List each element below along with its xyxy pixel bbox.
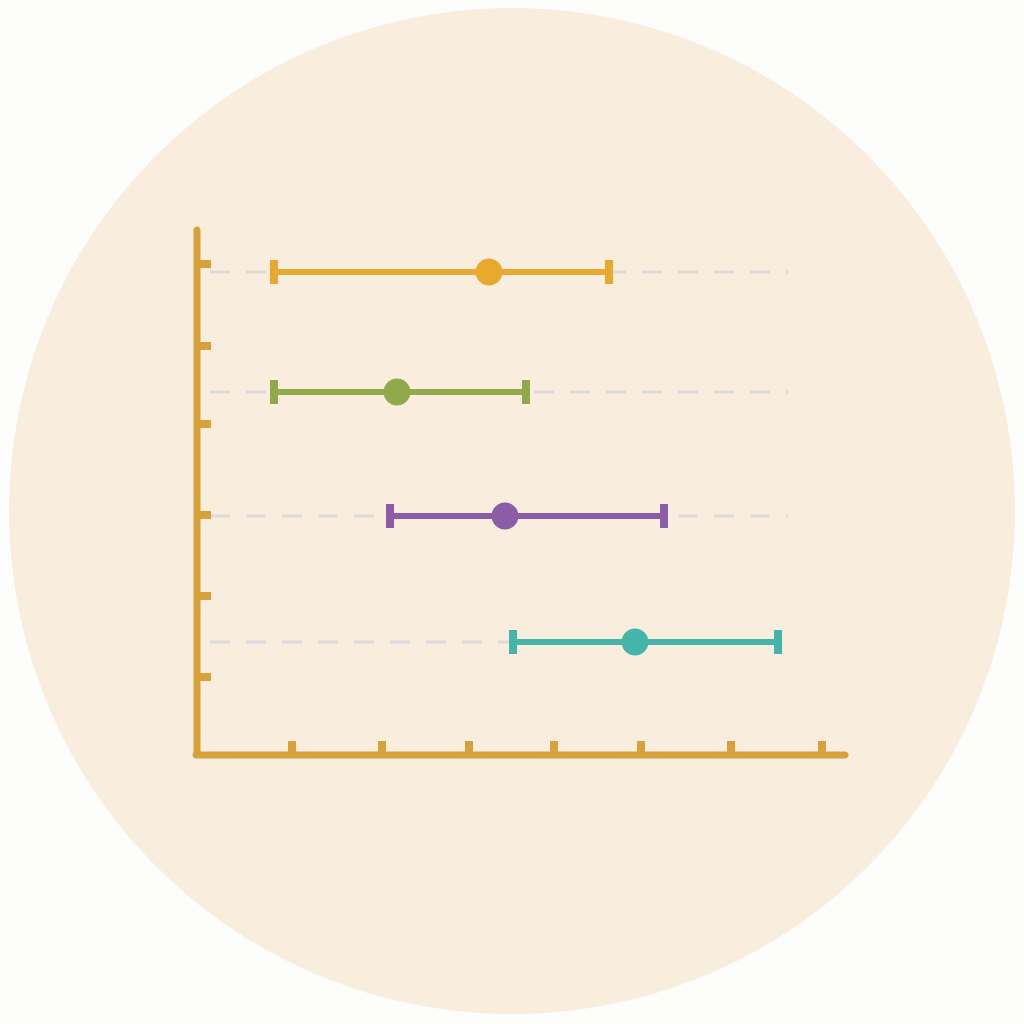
data-point-dot-purple: [491, 502, 519, 530]
data-point-dot-olive: [383, 378, 411, 406]
data-point-dot-teal: [621, 628, 649, 656]
data-point-dot-gold: [475, 258, 503, 286]
